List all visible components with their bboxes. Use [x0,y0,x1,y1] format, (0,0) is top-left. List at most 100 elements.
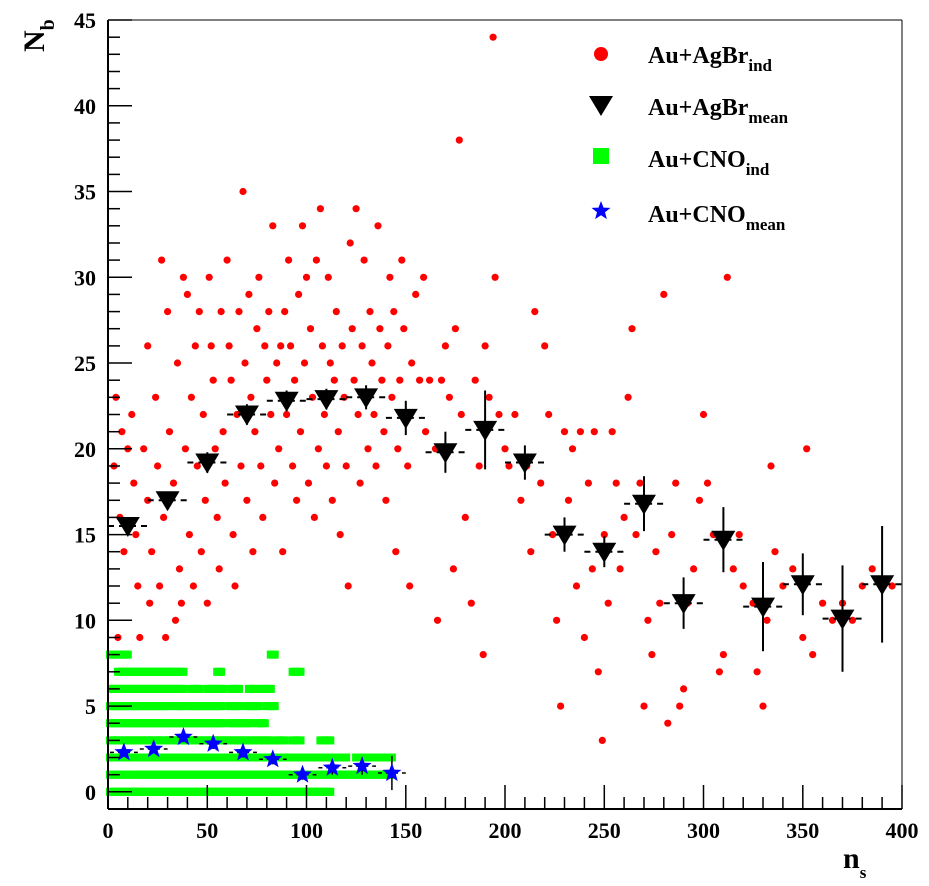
data-point-star [352,756,372,775]
y-axis-title-main: N [18,30,51,52]
x-tick-label: 0 [103,818,114,843]
data-point-star [322,757,342,776]
data-point-square [195,684,204,693]
legend-sub-au-cno-mean: mean [746,215,786,234]
data-point-circle [354,410,362,419]
data-point-circle [267,410,275,419]
data-point-star [203,733,223,752]
data-point-circle [420,273,428,281]
data-point-circle [739,582,747,590]
data-point-circle [241,359,249,367]
data-point-circle [320,410,328,419]
data-point-circle [243,496,251,504]
data-point-square [270,650,279,659]
data-point-square [266,736,275,745]
data-point-circle [247,393,255,401]
data-point-circle [235,308,243,316]
data-point-star [144,739,164,758]
data-point-circle [215,565,223,573]
data-point-circle [209,376,217,384]
data-point-circle [598,736,606,745]
data-point-circle [136,633,144,642]
data-point-square [260,719,269,728]
data-point-square [296,667,305,676]
y-tick-label: 45 [74,8,96,33]
data-point-circle [360,256,368,264]
data-point-circle [868,565,876,573]
data-point-circle [271,479,279,487]
data-point-circle [664,719,672,727]
data-point-circle [648,651,656,659]
data-point-circle [330,376,338,384]
data-point-circle [767,462,775,470]
data-point-circle [495,410,503,419]
x-axis-title-main: n [843,842,860,875]
legend-sub-au-agbr-mean: mean [748,108,788,127]
data-point-circle [255,273,263,281]
data-point-circle [295,290,303,298]
data-point-circle [225,342,233,350]
x-tick-label: 300 [687,818,720,843]
data-point-circle [485,393,493,401]
data-point-circle [173,359,182,367]
data-point-circle [386,273,394,281]
data-point-circle [165,428,174,436]
data-point-circle [759,702,767,710]
data-point-circle [193,462,201,470]
data-point-circle [175,565,184,573]
x-tick-label: 250 [588,818,621,843]
data-point-circle [169,479,178,487]
data-point-circle [378,376,386,384]
data-point-circle [118,428,126,436]
data-point-circle [318,342,326,350]
data-point-circle [568,445,577,453]
data-point-circle [350,376,358,384]
legend-label-au-agbr-mean: Au+AgBr [648,95,749,121]
data-point-circle [181,445,189,453]
svg-text:Au+CNOmean: Au+CNOmean [648,202,786,234]
data-point-circle [560,428,569,436]
data-point-circle [306,325,315,333]
data-point-triangle [711,530,736,551]
legend-marker-star [591,201,611,220]
data-point-circle [219,428,227,436]
data-point-circle [406,582,414,590]
data-point-triangle [870,575,895,596]
axes: 0 50 100 150 200 250 300 350 400 0 5 10 15 20 25 30 35 40… [74,8,919,843]
data-point-square [246,719,255,728]
data-point-star [114,742,134,761]
data-point-circle [130,479,138,487]
data-point-circle [553,616,561,624]
legend-sub-au-cno-ind: ind [746,160,770,179]
data-point-circle [505,462,513,470]
data-point-circle [312,256,320,264]
data-point-circle [433,616,442,624]
data-point-circle [384,342,392,350]
data-point-circle [358,342,366,350]
legend-marker-triangle-down [589,96,613,116]
data-point-circle [809,651,817,659]
data-point-circle [229,531,237,539]
data-point-circle [191,342,199,350]
data-point-circle [364,445,372,453]
data-point-square [123,650,132,659]
data-point-circle [144,342,152,350]
data-point-circle [511,410,519,419]
data-point-circle [221,479,229,487]
data-point-triangle [473,420,498,441]
data-point-circle [231,582,239,590]
data-point-circle [624,393,632,401]
data-point-circle [690,565,698,573]
data-point-square [219,684,228,693]
data-point-circle [848,616,857,624]
data-point-circle [819,599,827,607]
data-point-circle [156,582,164,590]
data-point-triangle [751,597,776,618]
data-point-circle [344,582,352,590]
data-point-circle [326,359,334,367]
data-point-circle [771,548,779,556]
data-point-circle [223,256,231,264]
data-point-square [342,753,351,762]
series-au-cno-mean [110,727,406,791]
